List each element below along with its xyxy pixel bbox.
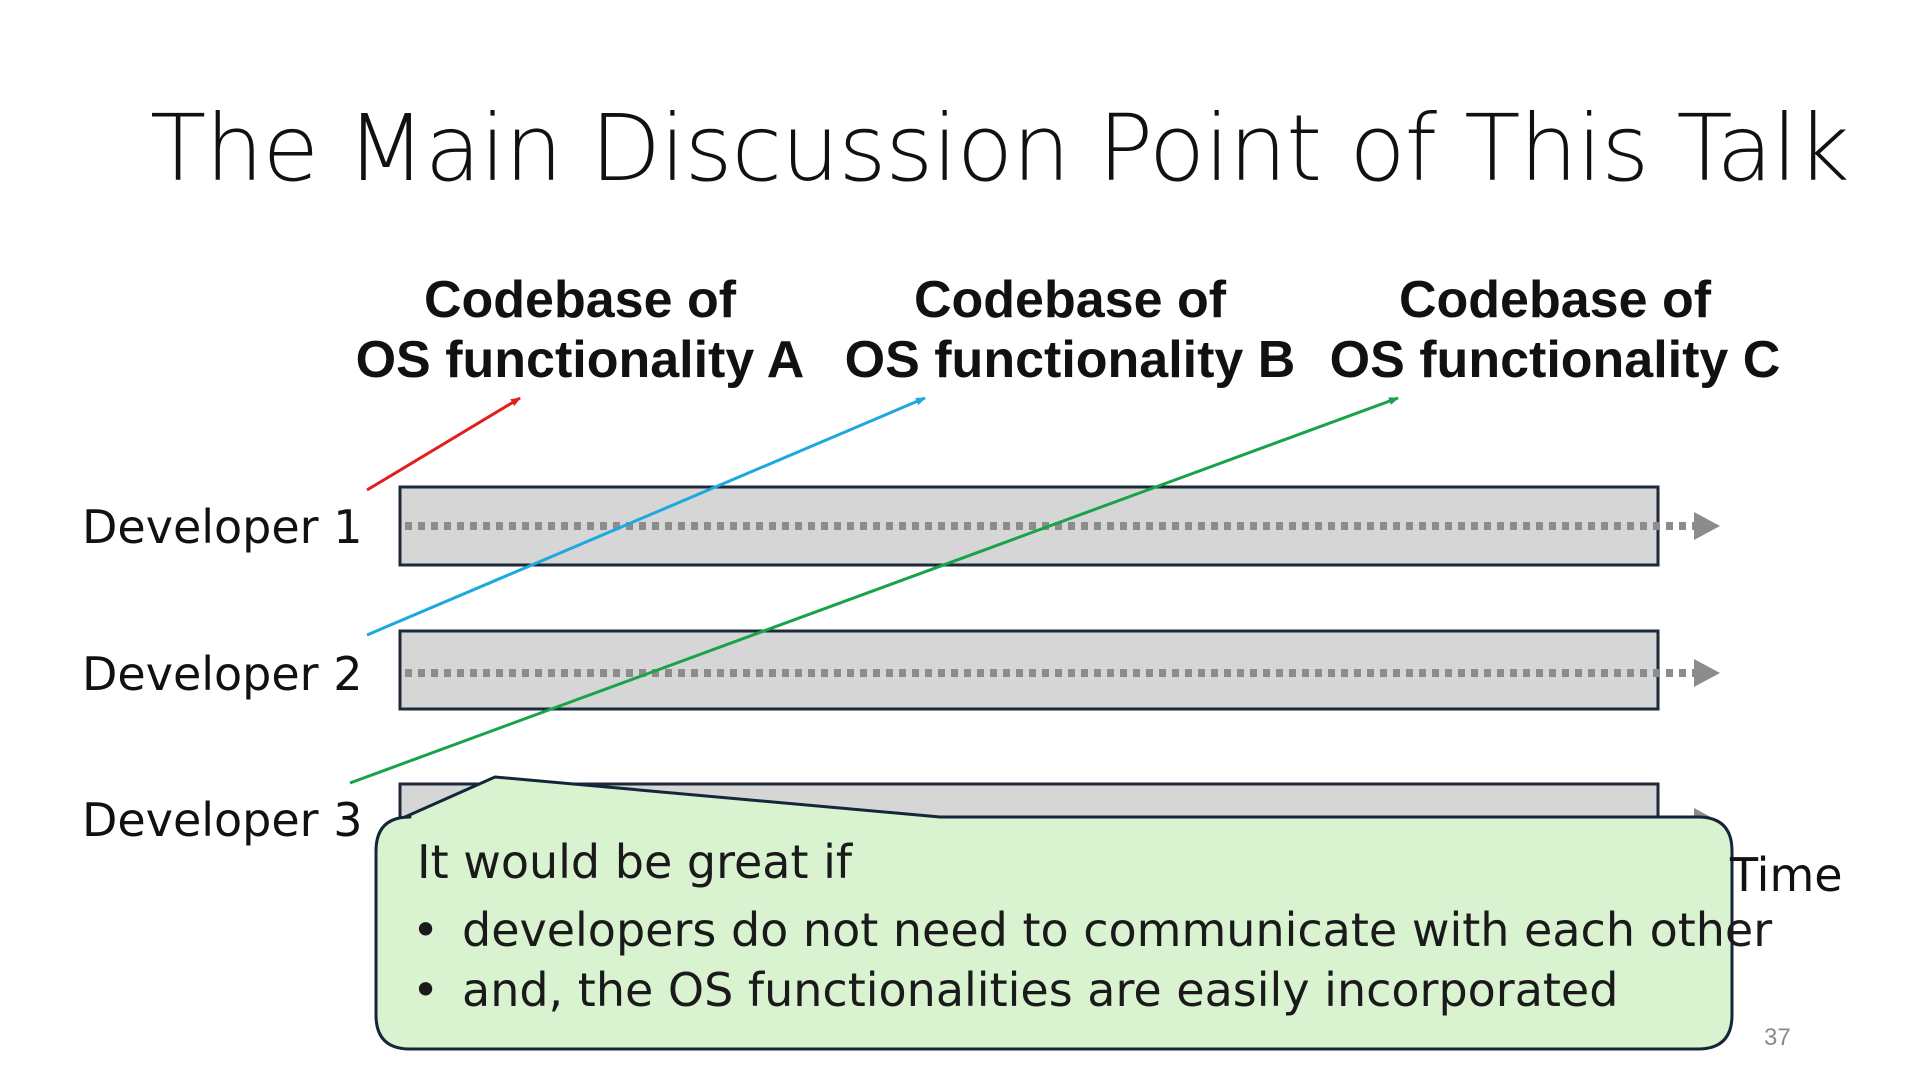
callout-balloon bbox=[374, 775, 1734, 1051]
timeline-developer-1 bbox=[398, 485, 1720, 567]
list-item: • and, the OS functionalities are easily… bbox=[412, 960, 1712, 1020]
time-axis-label: Time bbox=[1730, 848, 1843, 902]
callout-text: It would be great if • developers do not… bbox=[412, 832, 1772, 1020]
slide-title: The Main Discussion Point of This Talk bbox=[150, 95, 1850, 202]
codebase-label-b: Codebase of OS functionality B bbox=[840, 270, 1300, 390]
callout-heading: It would be great if bbox=[417, 835, 853, 889]
list-item: • developers do not need to communicate … bbox=[412, 900, 1772, 960]
codebase-label-a: Codebase of OS functionality A bbox=[350, 270, 810, 390]
callout-bullet-text: and, the OS functionalities are easily i… bbox=[462, 963, 1619, 1017]
callout-bullet-text: developers do not need to communicate wi… bbox=[462, 903, 1773, 957]
bullet-icon: • bbox=[412, 963, 440, 1017]
developer-label-2: Developer 2 bbox=[82, 647, 363, 701]
arrow-developer-1-to-codebase-a bbox=[366, 396, 521, 492]
codebase-label-line1: Codebase of bbox=[423, 271, 737, 329]
page-number: 37 bbox=[1764, 1024, 1791, 1051]
bullet-icon: • bbox=[412, 903, 440, 957]
codebase-label-line1: Codebase of bbox=[913, 271, 1227, 329]
arrow-developer-3-to-codebase-c bbox=[349, 396, 1399, 785]
codebase-label-c: Codebase of OS functionality C bbox=[1325, 270, 1785, 390]
callout-bullet-list: • developers do not need to communicate … bbox=[412, 900, 1772, 1020]
arrow-developer-2-to-codebase-b bbox=[366, 396, 926, 637]
timeline-developer-2 bbox=[398, 629, 1720, 711]
timeline-arrowhead-icon bbox=[1694, 512, 1720, 540]
timeline-arrowhead-icon bbox=[1694, 659, 1720, 687]
developer-label-3: Developer 3 bbox=[82, 793, 363, 847]
codebase-label-line2: OS functionality B bbox=[844, 331, 1296, 389]
codebase-label-line2: OS functionality C bbox=[1329, 331, 1781, 389]
developer-label-1: Developer 1 bbox=[82, 500, 363, 554]
codebase-label-line2: OS functionality A bbox=[355, 331, 805, 389]
codebase-label-line1: Codebase of bbox=[1398, 271, 1712, 329]
